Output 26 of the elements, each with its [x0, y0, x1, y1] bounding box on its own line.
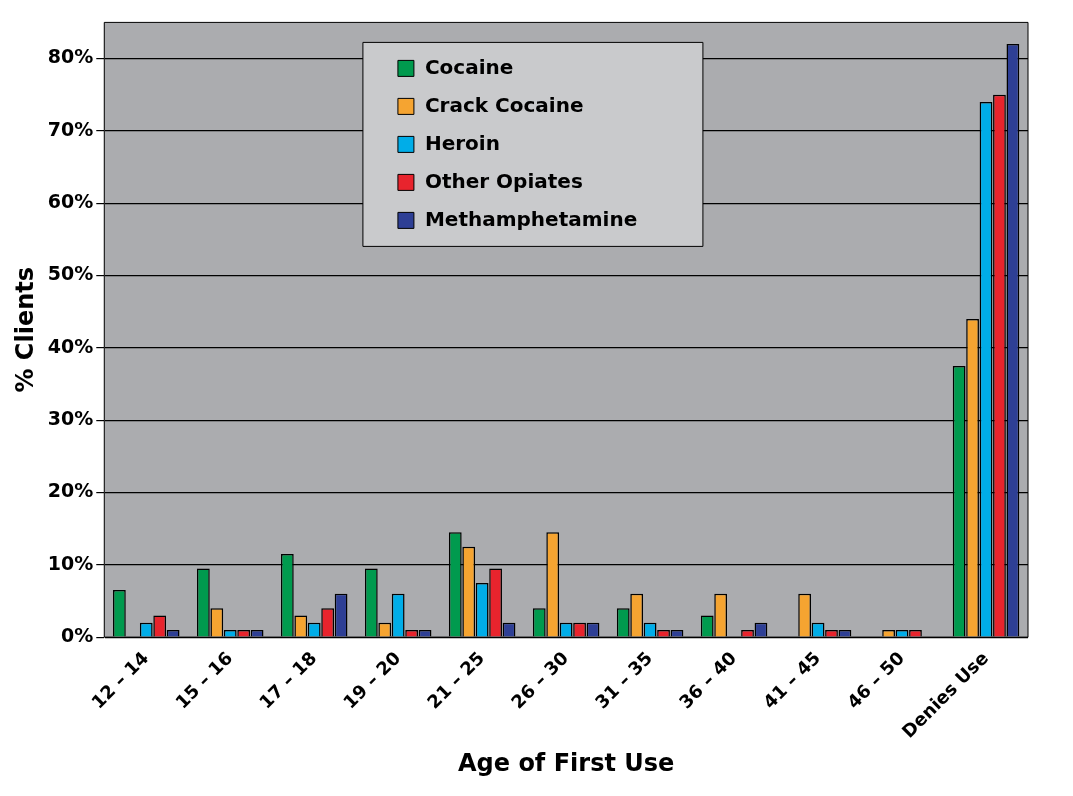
y-tick-label: 30% — [47, 407, 94, 430]
x-axis-title: Age of First Use — [457, 748, 675, 777]
x-tick-label: 21 – 25 — [422, 647, 489, 713]
x-tick-label: 12 – 14 — [86, 647, 153, 713]
y-tick-label: 50% — [47, 262, 94, 285]
y-tick-label: 70% — [47, 117, 94, 140]
legend-label: Cocaine — [424, 54, 514, 79]
y-tick-label: 20% — [47, 479, 94, 502]
x-tick-label: 31 – 35 — [590, 647, 657, 713]
legend-label: Other Opiates — [424, 168, 583, 193]
y-tick-label: 40% — [47, 334, 94, 357]
x-tick-label: 36 – 40 — [674, 647, 741, 713]
y-tick-label: 80% — [47, 45, 94, 68]
y-tick-label: 0% — [61, 624, 94, 647]
x-tick-label: 19 – 20 — [338, 647, 405, 713]
y-axis-title: % Clients — [10, 266, 39, 393]
x-tick-label: 26 – 30 — [506, 647, 573, 713]
y-tick-label: 60% — [47, 190, 94, 213]
y-tick-label: 10% — [47, 551, 94, 574]
x-tick-label: 46 – 50 — [842, 647, 909, 713]
x-tick-label: 17 – 18 — [254, 647, 321, 713]
legend-label: Crack Cocaine — [424, 92, 584, 117]
x-tick-label: 41 – 45 — [758, 647, 825, 713]
x-tick-label: 15 – 16 — [170, 647, 237, 713]
legend-label: Heroin — [424, 130, 500, 155]
legend-label: Methamphetamine — [424, 206, 638, 231]
